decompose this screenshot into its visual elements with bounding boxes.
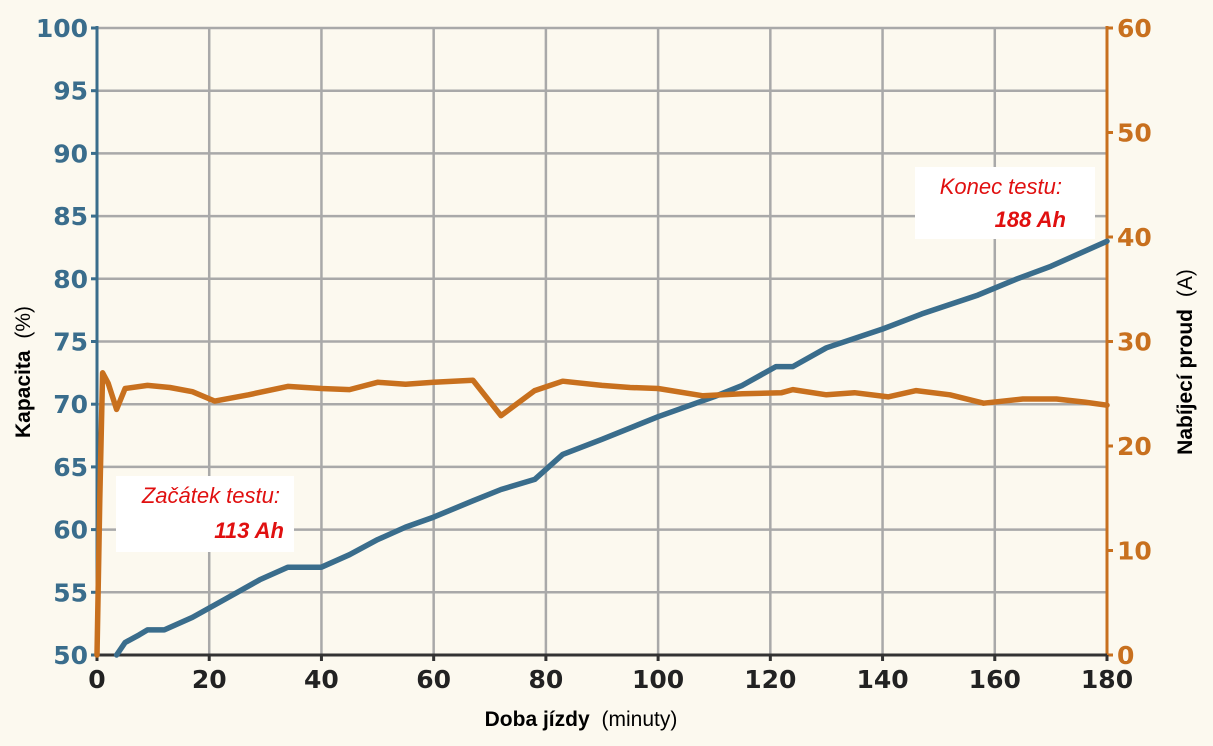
y-left-tick-label: 75 xyxy=(53,328,88,357)
y-left-tick-label: 90 xyxy=(53,139,88,168)
grid xyxy=(97,26,1109,655)
y-right-tick-label: 50 xyxy=(1117,119,1152,148)
y-left-axis-title-unit: (%) xyxy=(12,306,35,339)
x-tick-label: 160 xyxy=(969,665,1021,694)
annotation-end-value: 188 Ah xyxy=(995,207,1066,232)
y-right-tick-label: 20 xyxy=(1117,432,1152,461)
y-left-tick-label: 85 xyxy=(53,202,88,231)
y-right-tick-label: 10 xyxy=(1117,537,1152,566)
series-lines xyxy=(94,238,1110,658)
series-line-current xyxy=(94,370,1110,658)
y-left-tick-label: 95 xyxy=(53,77,88,106)
x-tick-label: 60 xyxy=(416,665,451,694)
y-left-tick-label: 80 xyxy=(53,265,88,294)
x-tick-label: 80 xyxy=(528,665,563,694)
x-tick-label: 0 xyxy=(88,665,105,694)
y-right-axis-title-unit: (A) xyxy=(1174,269,1197,297)
y-right-tick-label: 40 xyxy=(1117,223,1152,252)
y-left-tick-label: 50 xyxy=(53,641,88,670)
x-tick-label: 100 xyxy=(632,665,684,694)
x-axis-title: Doba jízdy (minuty) xyxy=(485,708,678,731)
x-tick-label: 40 xyxy=(304,665,339,694)
annotation-start-value: 113 Ah xyxy=(214,518,284,543)
x-tick-label: 140 xyxy=(856,665,908,694)
x-tick-label: 180 xyxy=(1081,665,1133,694)
y-left-tick-label: 100 xyxy=(36,14,88,43)
y-right-axis-title: Nabíjecí proud (A) xyxy=(1174,269,1197,455)
y-left-tick-label: 65 xyxy=(53,453,88,482)
annotation-end-title: Konec testu: xyxy=(940,174,1062,199)
x-tick-label: 20 xyxy=(192,665,227,694)
y-left-tick-label: 55 xyxy=(53,578,88,607)
y-right-tick-label: 0 xyxy=(1117,641,1134,670)
y-right-tick-label: 60 xyxy=(1117,14,1152,43)
y-left-axis-title: Kapacita (%) xyxy=(12,306,35,438)
annotation-start-box xyxy=(116,476,294,552)
y-left-axis-title-bold: Kapacita xyxy=(12,350,35,438)
annotation-start-title: Začátek testu: xyxy=(141,483,280,508)
y-left-tick-label: 60 xyxy=(53,516,88,545)
x-tick-label: 120 xyxy=(744,665,796,694)
series-line-capacity xyxy=(113,238,1110,658)
x-axis-title-bold: Doba jízdy xyxy=(485,708,590,731)
y-left-tick-label: 70 xyxy=(53,390,88,419)
x-axis-title-unit: (minuty) xyxy=(602,708,678,731)
y-right-tick-label: 30 xyxy=(1117,328,1152,357)
y-right-axis-title-bold: Nabíjecí proud xyxy=(1174,309,1197,455)
annotation-end-box xyxy=(915,167,1095,239)
